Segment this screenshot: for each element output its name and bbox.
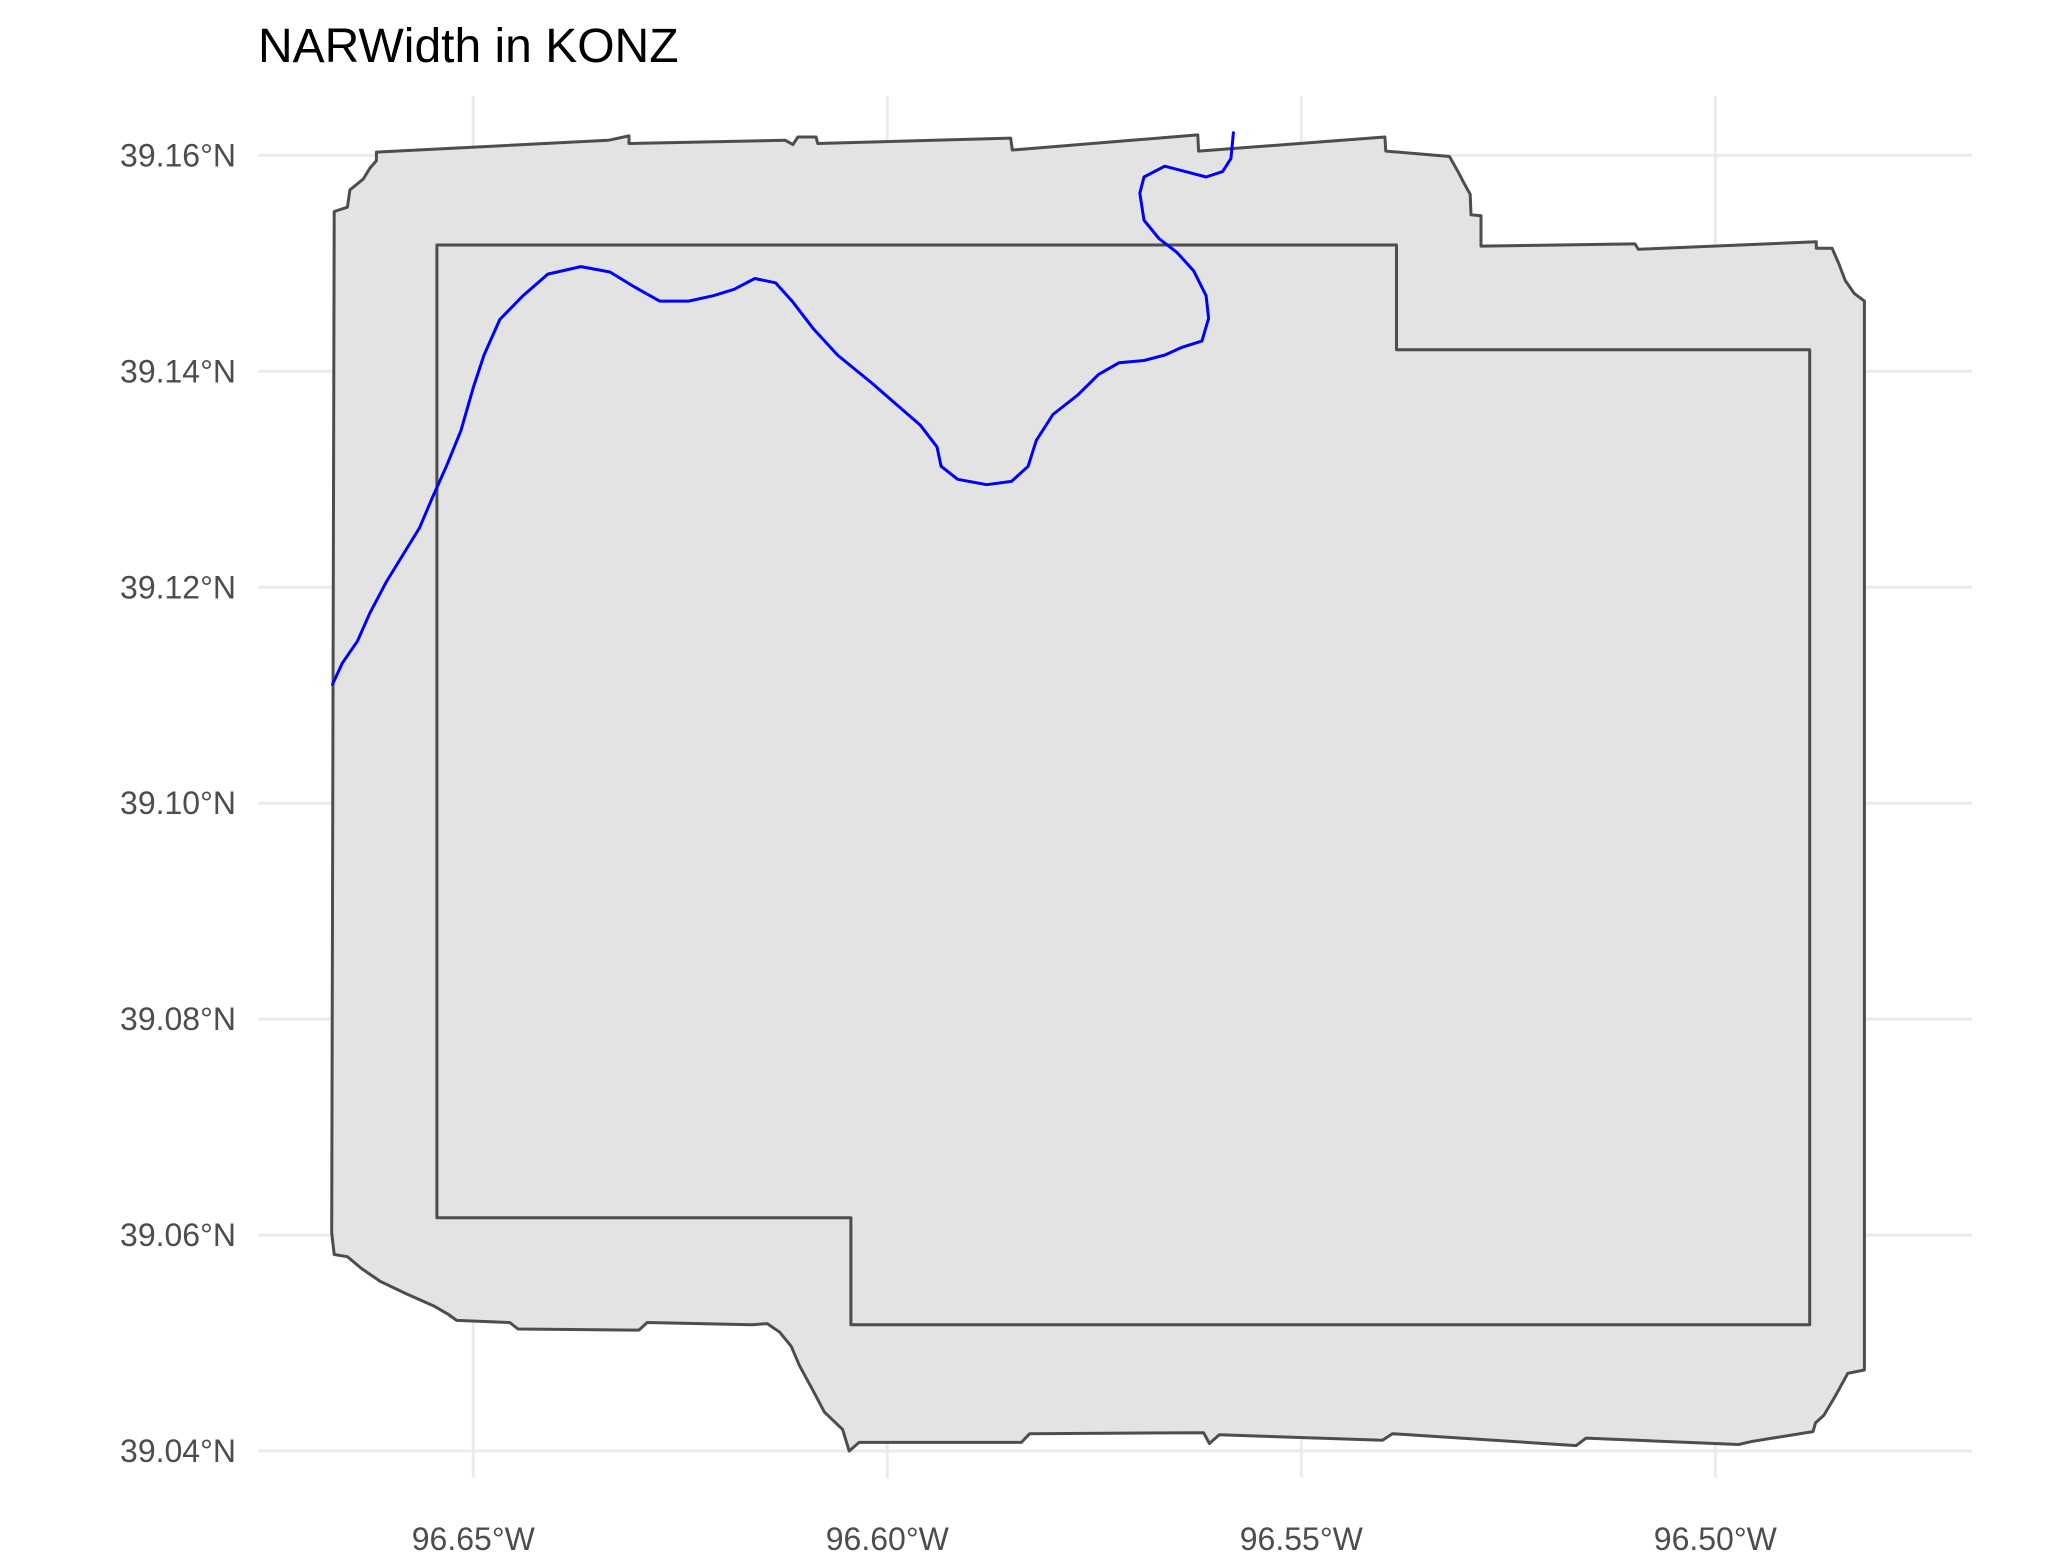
y-tick-label: 39.10°N <box>120 785 236 821</box>
river-line <box>331 131 1235 686</box>
site-boundary-polygon <box>435 243 1812 1327</box>
y-tick-label: 39.08°N <box>120 1001 236 1037</box>
x-tick-label: 96.55°W <box>1240 1521 1364 1557</box>
map-title: NARWidth in KONZ <box>258 20 679 73</box>
y-tick-label: 39.12°N <box>120 569 236 605</box>
y-tick-label: 39.14°N <box>120 353 236 389</box>
x-axis-tick-labels: 96.65°W 96.60°W 96.55°W 96.50°W <box>412 1521 1778 1557</box>
y-axis-tick-labels: 39.16°N 39.14°N 39.12°N 39.10°N 39.08°N 39.06… <box>120 137 236 1469</box>
x-tick-label: 96.65°W <box>412 1521 536 1557</box>
x-tick-label: 96.60°W <box>826 1521 950 1557</box>
x-tick-label: 96.50°W <box>1654 1521 1778 1557</box>
y-tick-label: 39.16°N <box>120 137 236 173</box>
y-tick-label: 39.04°N <box>120 1433 236 1469</box>
map-layers <box>330 131 1866 1453</box>
y-tick-label: 39.06°N <box>120 1217 236 1253</box>
buffer-polygon <box>330 133 1866 1453</box>
